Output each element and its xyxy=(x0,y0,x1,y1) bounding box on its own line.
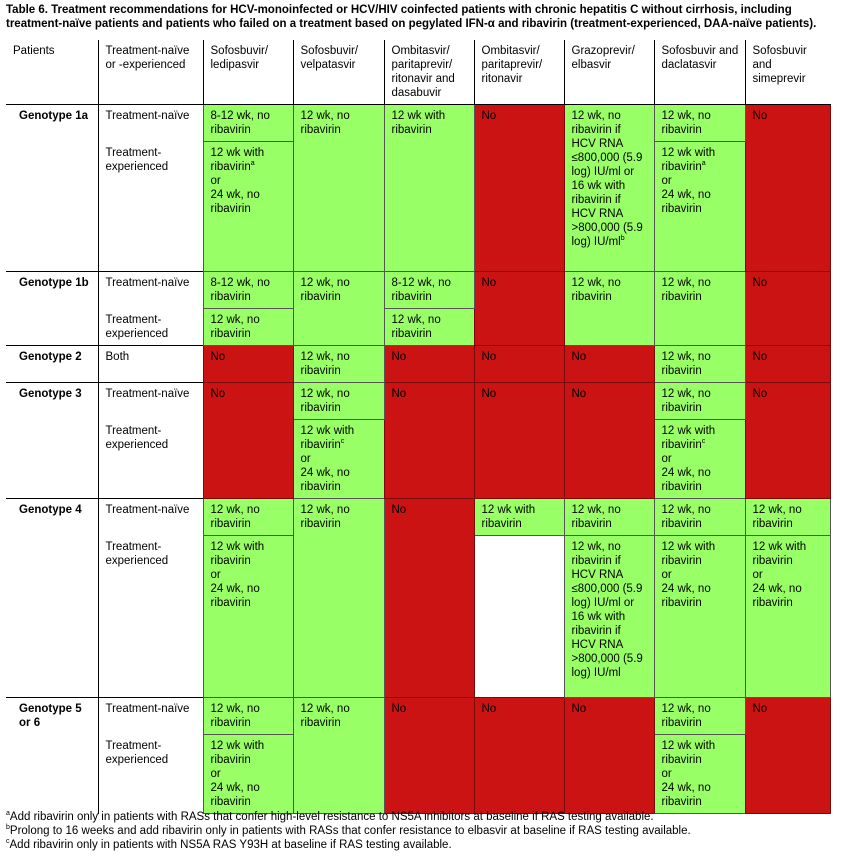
cell-value: 8-12 wk, no ribavirin xyxy=(202,104,294,142)
genotype-5-6-label: Genotype 5 or 6 xyxy=(6,697,98,814)
cell-value-no: No xyxy=(202,345,294,383)
cell-value: 8-12 wk, no ribavirin xyxy=(383,271,475,309)
table-row: Treatment-experienced 12 wk with ribavir… xyxy=(6,535,831,698)
status-label: Treatment-experienced xyxy=(97,734,203,814)
status-label: Treatment-naïve xyxy=(97,498,203,536)
table-row: Genotype 3 Treatment-naïve No 12 wk, no … xyxy=(6,382,831,499)
table-row: Genotype 5 or 6 Treatment-naïve 12 wk, n… xyxy=(6,697,831,814)
genotype-4-label: Genotype 4 xyxy=(6,498,98,698)
footnote-b: bProlong to 16 weeks and add ribavirin o… xyxy=(6,824,691,837)
table-row: Treatment-experienced 12 wk with ribavir… xyxy=(6,141,830,272)
cell-value: 12 wk with ribavirin xyxy=(473,498,565,536)
col-header-sof-dacla: Sofosbuvir and daclatasvir xyxy=(653,40,745,105)
cell-value-no: No xyxy=(383,382,475,499)
header-row: Patients Treatment-naïve or -experienced… xyxy=(6,40,830,105)
status-label: Treatment-experienced xyxy=(97,141,203,272)
col-header-ombi-pari-rito-dasa: Ombitasvir/ paritaprevir/ ritonavir and … xyxy=(383,40,474,105)
cell-value-no: No xyxy=(383,697,475,814)
cell-value: 12 wk with ribavirina or 24 wk, no ribav… xyxy=(202,141,294,272)
cell-value: 12 wk, no ribavirin xyxy=(292,498,385,698)
cell-value-no: No xyxy=(563,697,655,814)
col-header-patients: Patients xyxy=(6,40,98,105)
cell-value-no: No xyxy=(473,345,565,383)
cell-value: 12 wk, no ribavirin xyxy=(653,498,746,536)
table-row: Genotype 4 Treatment-naïve 12 wk, no rib… xyxy=(6,498,831,698)
cell-value-no: No xyxy=(473,271,565,346)
cell-value: 12 wk, no ribavirin xyxy=(292,271,385,346)
empty-cell xyxy=(474,535,564,698)
status-label: Treatment-experienced xyxy=(97,535,203,698)
cell-value-no: No xyxy=(383,498,475,698)
cell-value-no: No xyxy=(744,345,831,383)
cell-value-no: No xyxy=(473,382,565,499)
cell-value: 12 wk, no ribavirin xyxy=(653,345,746,383)
table-row: Treatment-experienced 12 wk, no ribaviri… xyxy=(6,308,830,346)
status-label: Treatment-naïve xyxy=(97,382,203,420)
col-header-treatment-status: Treatment-naïve or -experienced xyxy=(97,40,203,105)
cell-value: 12 wk, no ribavirin xyxy=(292,697,385,814)
cell-value: 12 wk, no ribavirin xyxy=(653,271,746,346)
cell-value: 12 wk, no ribavirin xyxy=(563,271,655,346)
cell-value: 12 wk with ribavirin or 24 wk, no ribavi… xyxy=(202,734,294,814)
cell-value: 12 wk with ribavirinc or 24 wk, no ribav… xyxy=(292,419,385,499)
col-header-sof-sime: Sofosbuvir and simeprevir xyxy=(744,40,830,105)
cell-value: 12 wk, no ribavirin xyxy=(383,308,475,346)
footnote-a: aAdd ribavirin only in patients with RAS… xyxy=(6,810,654,823)
cell-value: 12 wk, no ribavirin if HCV RNA ≤800,000 … xyxy=(563,104,655,272)
cell-value: 12 wk with ribavirinc or 24 wk, no ribav… xyxy=(653,419,746,499)
status-label: Both xyxy=(97,345,203,383)
cell-value-no: No xyxy=(744,697,831,814)
cell-value-no: No xyxy=(563,382,655,499)
cell-value: 12 wk with ribavirina or 24 wk, no ribav… xyxy=(653,141,746,272)
cell-value-no: No xyxy=(202,382,294,499)
cell-value: 12 wk, no ribavirin xyxy=(653,382,746,420)
cell-value: 12 wk, no ribavirin xyxy=(202,697,294,735)
col-header-ombi-pari-rito: Ombitasvir/ paritaprevir/ ritonavir xyxy=(473,40,564,105)
status-label: Treatment-naïve xyxy=(97,271,203,309)
col-header-sof-vel: Sofosbuvir/ velpatasvir xyxy=(292,40,384,105)
genotype-1a-label: Genotype 1a xyxy=(6,104,98,272)
cell-value: 12 wk, no ribavirin xyxy=(653,697,746,735)
footnote-c: cAdd ribavirin only in patients with NS5… xyxy=(6,838,452,851)
table-row: Genotype 2 Both No 12 wk, no ribavirin N… xyxy=(6,345,831,383)
cell-value: 12 wk, no ribavirin xyxy=(202,498,294,536)
col-header-sof-led: Sofosbuvir/ ledipasvir xyxy=(202,40,293,105)
table-row: Genotype 1b Treatment-naïve 8-12 wk, no … xyxy=(6,271,831,346)
status-label: Treatment-experienced xyxy=(97,419,203,499)
cell-value: 8-12 wk, no ribavirin xyxy=(202,271,294,309)
cell-value: 12 wk with ribavirin or 24 wk, no ribavi… xyxy=(653,734,746,814)
genotype-2-label: Genotype 2 xyxy=(6,345,98,383)
cell-value-no: No xyxy=(744,382,831,499)
genotype-3-label: Genotype 3 xyxy=(6,382,98,499)
cell-value: 12 wk, no ribavirin xyxy=(292,345,385,383)
cell-value-no: No xyxy=(473,104,565,272)
cell-value: 12 wk, no ribavirin xyxy=(292,382,385,420)
treatment-table: Patients Treatment-naïve or -experienced… xyxy=(6,40,831,814)
table-caption: Table 6. Treatment recommendations for H… xyxy=(6,4,817,30)
genotype-1b-label: Genotype 1b xyxy=(6,271,98,346)
cell-value: 12 wk, no ribavirin xyxy=(202,308,294,346)
cell-value: 12 wk, no ribavirin if HCV RNA ≤800,000 … xyxy=(563,535,655,698)
table-row: Treatment-experienced 12 wk with ribavir… xyxy=(6,734,830,814)
cell-value: 12 wk with ribavirin xyxy=(383,104,475,272)
cell-value: 12 wk, no ribavirin xyxy=(292,104,385,272)
cell-value-no: No xyxy=(744,104,831,272)
cell-value: 12 wk with ribavirin or 24 wk, no ribavi… xyxy=(744,535,831,698)
cell-value-no: No xyxy=(473,697,565,814)
status-label: Treatment-naïve xyxy=(97,104,203,142)
status-label: Treatment-naïve xyxy=(97,697,203,735)
cell-value: 12 wk, no ribavirin xyxy=(563,498,655,536)
cell-value-no: No xyxy=(563,345,655,383)
status-label: Treatment-experienced xyxy=(97,308,203,346)
cell-value: 12 wk, no ribavirin xyxy=(653,104,746,142)
cell-value: 12 wk with ribavirin or 24 wk, no ribavi… xyxy=(653,535,746,698)
cell-value: 12 wk, no ribavirin xyxy=(744,498,831,536)
cell-value-no: No xyxy=(744,271,831,346)
cell-value: 12 wk with ribavirin or 24 wk, no ribavi… xyxy=(202,535,294,698)
table-row: Genotype 1a Treatment-naïve 8-12 wk, no … xyxy=(6,104,831,272)
cell-value-no: No xyxy=(383,345,475,383)
col-header-graz-elb: Grazoprevir/ elbasvir xyxy=(563,40,654,105)
